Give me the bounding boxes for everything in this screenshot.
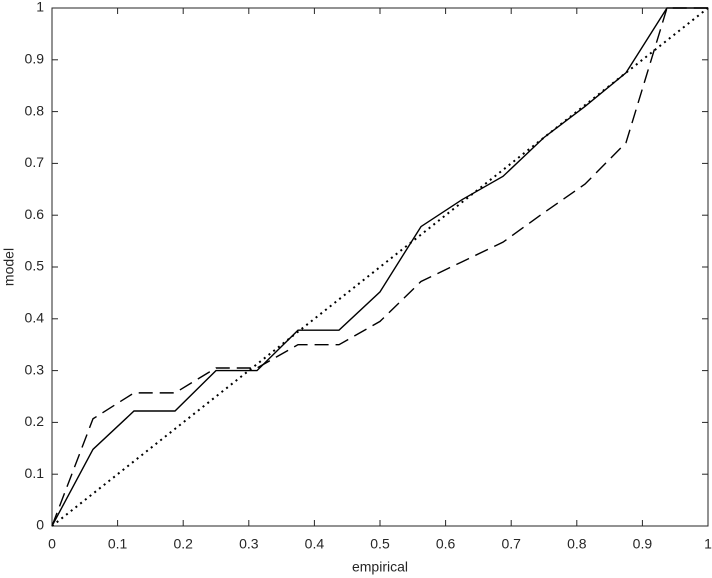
y-tick-label: 0.9 <box>25 51 45 67</box>
y-tick-label: 0.8 <box>25 102 45 118</box>
y-tick-label: 0.3 <box>25 361 45 377</box>
y-axis-label: model <box>1 248 17 286</box>
x-tick-label: 1 <box>704 536 712 552</box>
y-tick-label: 0.5 <box>25 258 45 274</box>
y-tick-label: 0.6 <box>25 206 45 222</box>
series-line <box>51 7 708 527</box>
x-tick-label: 0.1 <box>108 536 128 552</box>
x-tick-label: 0.3 <box>239 536 259 552</box>
x-tick-label: 0.6 <box>436 536 456 552</box>
y-tick-label: 1 <box>36 0 44 15</box>
x-axis-label: empirical <box>352 559 408 575</box>
y-tick-label: 0 <box>36 517 44 533</box>
y-tick-label: 0.1 <box>25 465 45 481</box>
series-line <box>51 7 709 527</box>
y-tick-label: 0.7 <box>25 154 45 170</box>
x-tick-label: 0.2 <box>173 536 193 552</box>
y-tick-label: 0.4 <box>25 310 45 326</box>
x-tick-label: 0.5 <box>370 536 390 552</box>
y-tick-label: 0.2 <box>25 413 45 429</box>
x-tick-label: 0.4 <box>305 536 325 552</box>
x-tick-label: 0.7 <box>501 536 521 552</box>
x-tick-label: 0 <box>48 536 56 552</box>
x-tick-label: 0.9 <box>633 536 653 552</box>
x-tick-label: 0.8 <box>567 536 587 552</box>
